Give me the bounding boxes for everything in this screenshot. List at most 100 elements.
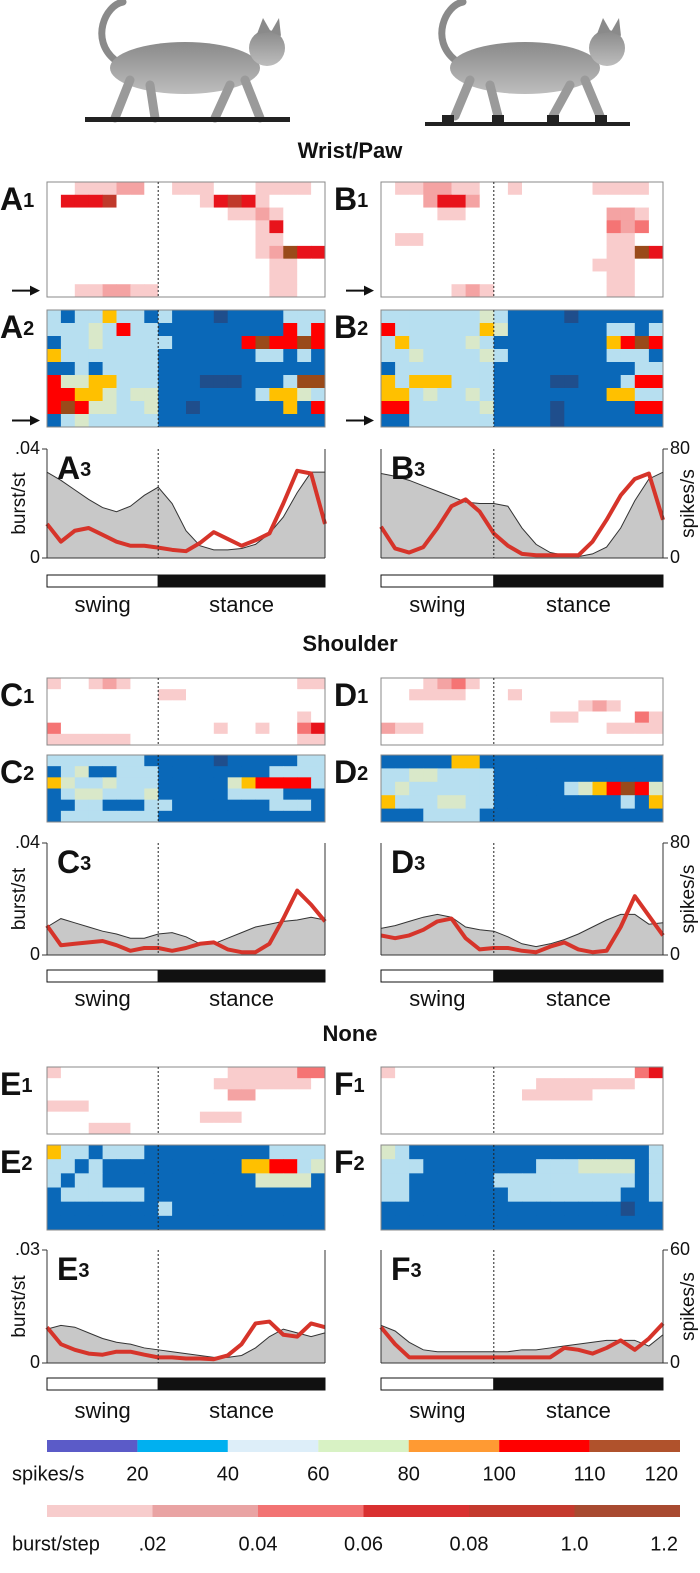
heatmap-cell: [241, 1159, 256, 1174]
heatmap-cell: [199, 1067, 215, 1079]
heatmap-cell: [465, 233, 481, 247]
heatmap-cell: [297, 1100, 312, 1113]
heatmap-cell: [144, 258, 159, 272]
heatmap-cell: [437, 781, 452, 796]
heatmap-cell: [381, 207, 396, 221]
heatmap-cell: [465, 755, 481, 769]
heatmap-cell: [172, 810, 187, 823]
heatmap-cell: [395, 233, 410, 247]
heatmap-cell: [409, 323, 424, 337]
heatmap-cell: [479, 700, 495, 712]
heatmap-cell: [47, 1187, 62, 1203]
heatmap-cell: [479, 1111, 495, 1124]
heatmap-cell: [116, 349, 131, 363]
heatmap-cell: [74, 1122, 90, 1135]
heatmap-cell: [227, 271, 242, 285]
heatmap-cell: [311, 700, 326, 712]
heatmap-cell: [47, 1173, 62, 1188]
heatmap-cell: [283, 1173, 298, 1188]
heatmap-cell: [116, 362, 131, 376]
heatmap-cell: [60, 1145, 76, 1160]
heatmap-cell: [550, 349, 565, 363]
heatmap-cell: [269, 1215, 284, 1231]
heatmap-cell: [241, 1187, 256, 1203]
heatmap-cell: [172, 414, 187, 428]
heatmap-cell: [283, 401, 298, 415]
heatmap-cell: [255, 1100, 270, 1113]
heatmap-cell: [47, 1089, 62, 1101]
heatmap-cell: [158, 233, 173, 247]
heatmap-cell: [311, 284, 326, 298]
heatmap-cell: [199, 401, 215, 415]
heatmap-cell: [255, 1145, 270, 1160]
heatmap-cell: [227, 810, 242, 823]
heatmap-cell: [269, 777, 284, 789]
heatmap-cell: [381, 362, 396, 376]
heatmap-cell: [451, 722, 466, 735]
heatmap-cell: [311, 310, 326, 324]
heatmap-cell: [395, 194, 410, 208]
heatmap-cell: [522, 349, 537, 363]
heatmap-cell: [578, 755, 593, 769]
heatmap-cell: [241, 1201, 256, 1217]
heatmap-cell: [144, 362, 159, 376]
heatmap-cell: [172, 678, 187, 690]
heatmap-cell: [213, 336, 229, 350]
heatmap-cell: [255, 1159, 270, 1174]
heatmap-cell: [409, 1187, 424, 1203]
heatmap-cell: [130, 220, 145, 234]
heatmap-cell: [493, 323, 509, 337]
heatmap-cell: [381, 258, 396, 272]
heatmap-cell: [311, 810, 326, 823]
heatmap-cell: [381, 1173, 396, 1188]
heatmap-cell: [158, 788, 173, 801]
heatmap-cell: [437, 1173, 452, 1188]
heatmap-cell: [186, 336, 201, 350]
heatmap-cell: [199, 323, 215, 337]
heatmap-cell: [493, 245, 509, 260]
heatmap-cell: [507, 349, 523, 363]
heatmap-cell: [522, 207, 537, 221]
heatmap-cell: [144, 755, 159, 767]
heatmap-cell: [186, 362, 201, 376]
heatmap-cell: [199, 245, 215, 260]
burst-line: [380, 894, 665, 955]
heatmap-cell: [241, 220, 256, 234]
heatmap-cell: [564, 1159, 579, 1174]
heatmap-cell: [144, 700, 159, 712]
heatmap-cell: [60, 1078, 76, 1090]
heatmap-cell: [74, 323, 90, 337]
heatmap-cell: [536, 755, 551, 769]
heatmap-cell: [186, 207, 201, 221]
heatmap-cell: [381, 284, 396, 298]
y-tick-label: .04: [15, 832, 40, 852]
heatmap-cell: [634, 781, 650, 796]
heatmap-cell: [522, 271, 537, 285]
heatmap-cell: [297, 1111, 312, 1124]
heatmap-cell: [186, 1100, 201, 1113]
heatmap-cell: [381, 182, 396, 196]
heatmap-cell: [199, 310, 215, 324]
heatmap-cell: [507, 795, 523, 809]
heatmap-cell: [451, 388, 466, 402]
heatmap-cell: [648, 711, 664, 724]
heatmap-cell: [465, 220, 481, 234]
heatmap-cell: [60, 1100, 76, 1113]
heatmap-cell: [536, 1215, 551, 1231]
heatmap-cell: [395, 414, 410, 428]
heatmap-cell: [536, 336, 551, 350]
heatmap-cell: [465, 336, 481, 350]
heatmap-cell: [283, 194, 298, 208]
heatmap-cell: [297, 388, 312, 402]
heatmap-cell: [144, 722, 159, 735]
colorbar-bin: [589, 1440, 680, 1452]
heatmap-cell: [381, 733, 396, 746]
heatmap-cell: [47, 182, 62, 196]
heatmap-cell: [213, 1173, 229, 1188]
heatmap-cell: [60, 678, 76, 690]
panel-label: F3: [391, 1251, 422, 1287]
heatmap-cell: [451, 349, 466, 363]
heatmap-cell: [550, 678, 565, 690]
heatmap-cell: [578, 1145, 593, 1160]
arrow-head: [364, 285, 374, 296]
